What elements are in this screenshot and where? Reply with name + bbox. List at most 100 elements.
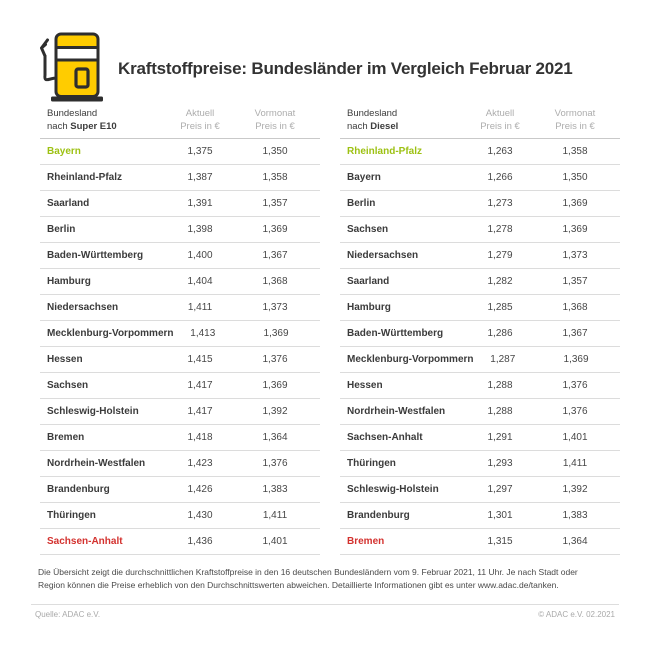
footer-divider [31, 604, 619, 605]
previous-price: 1,401 [562, 432, 588, 443]
state-name: Rheinland-Pfalz [47, 172, 123, 183]
current-price: 1,375 [187, 146, 213, 157]
current-price: 1,266 [487, 172, 513, 183]
state-name: Sachsen-Anhalt [47, 536, 123, 547]
table-row: Hamburg 1,285 1,368 [340, 295, 620, 321]
previous-price: 1,369 [563, 354, 589, 365]
current-price: 1,387 [187, 172, 213, 183]
copyright-label: © ADAC e.V. 02.2021 [538, 610, 615, 619]
previous-price: 1,368 [562, 302, 588, 313]
previous-price: 1,358 [562, 146, 588, 157]
previous-price: 1,373 [262, 302, 288, 313]
table-row: Thüringen 1,430 1,411 [40, 503, 320, 529]
source-label: Quelle: ADAC e.V. [35, 610, 101, 619]
header: Kraftstoffpreise: Bundesländer im Vergle… [40, 32, 573, 105]
previous-price: 1,411 [562, 458, 588, 469]
table-row: Baden-Württemberg 1,286 1,367 [340, 321, 620, 347]
table-row: Bremen 1,418 1,364 [40, 425, 320, 451]
table-row: Sachsen 1,278 1,369 [340, 217, 620, 243]
footnote-text: Die Übersicht zeigt die durchschnittlich… [38, 567, 578, 590]
current-price: 1,430 [187, 510, 213, 521]
table-body: Bayern 1,375 1,350 Rheinland-Pfalz 1,387 1,35… [40, 139, 320, 555]
table-row: Berlin 1,398 1,369 [40, 217, 320, 243]
fuel-type-label: Diesel [370, 120, 399, 132]
column-header-previous: Vormonat Preis in € [254, 108, 296, 132]
previous-price: 1,364 [262, 432, 288, 443]
table-row: Brandenburg 1,426 1,383 [40, 477, 320, 503]
column-header-state: Bundesland nach Super E10 [47, 108, 117, 132]
previous-price: 1,350 [262, 146, 288, 157]
previous-price: 1,369 [263, 328, 289, 339]
state-name: Thüringen [47, 510, 96, 521]
table-row: Baden-Württemberg 1,400 1,367 [40, 243, 320, 269]
current-price: 1,404 [187, 276, 213, 287]
table-row: Bayern 1,375 1,350 [40, 139, 320, 165]
current-price: 1,287 [490, 354, 516, 365]
previous-price: 1,369 [562, 224, 588, 235]
current-price: 1,288 [487, 406, 513, 417]
state-name: Bayern [47, 146, 81, 157]
previous-price: 1,369 [562, 198, 588, 209]
current-price: 1,273 [487, 198, 513, 209]
table-row: Nordrhein-Westfalen 1,423 1,376 [40, 451, 320, 477]
current-price: 1,436 [187, 536, 213, 547]
previous-price: 1,376 [262, 354, 288, 365]
state-name: Niedersachsen [347, 250, 419, 261]
table-row: Berlin 1,273 1,369 [340, 191, 620, 217]
state-name: Baden-Württemberg [347, 328, 444, 339]
current-price: 1,426 [187, 484, 213, 495]
page-title: Kraftstoffpreise: Bundesländer im Vergle… [118, 58, 573, 78]
table-row: Niedersachsen 1,411 1,373 [40, 295, 320, 321]
table-row: Bremen 1,315 1,364 [340, 529, 620, 555]
current-price: 1,301 [487, 510, 513, 521]
current-price: 1,400 [187, 250, 213, 261]
current-price: 1,411 [187, 302, 213, 313]
previous-price: 1,392 [262, 406, 288, 417]
previous-price: 1,367 [262, 250, 288, 261]
previous-price: 1,350 [562, 172, 588, 183]
footer: Quelle: ADAC e.V. © ADAC e.V. 02.2021 [35, 610, 615, 619]
state-name: Brandenburg [347, 510, 410, 521]
state-name: Schleswig-Holstein [347, 484, 439, 495]
state-name: Rheinland-Pfalz [347, 146, 423, 157]
previous-price: 1,376 [262, 458, 288, 469]
fuel-type-label: Super E10 [70, 120, 117, 132]
table-row: Hessen 1,288 1,376 [340, 373, 620, 399]
state-name: Bayern [347, 172, 381, 183]
state-name: Saarland [347, 276, 390, 287]
table-row: Brandenburg 1,301 1,383 [340, 503, 620, 529]
table-diesel: Bundesland nach Diesel Aktuell Preis in … [340, 108, 620, 555]
previous-price: 1,383 [562, 510, 588, 521]
previous-price: 1,364 [562, 536, 588, 547]
state-name: Baden-Württemberg [47, 250, 144, 261]
table-row: Saarland 1,391 1,357 [40, 191, 320, 217]
current-price: 1,417 [187, 406, 213, 417]
state-name: Sachsen [347, 224, 389, 235]
state-name: Mecklenburg-Vorpommern [47, 328, 174, 339]
state-name: Thüringen [347, 458, 396, 469]
state-name: Hessen [47, 354, 83, 365]
current-price: 1,286 [487, 328, 513, 339]
previous-price: 1,411 [262, 510, 288, 521]
table-row: Mecklenburg-Vorpommern 1,413 1,369 [40, 321, 320, 347]
table-row: Rheinland-Pfalz 1,387 1,358 [40, 165, 320, 191]
current-price: 1,418 [187, 432, 213, 443]
current-price: 1,285 [487, 302, 513, 313]
state-name: Hamburg [347, 302, 391, 313]
table-row: Nordrhein-Westfalen 1,288 1,376 [340, 399, 620, 425]
table-row: Sachsen 1,417 1,369 [40, 373, 320, 399]
previous-price: 1,368 [262, 276, 288, 287]
previous-price: 1,358 [262, 172, 288, 183]
current-price: 1,415 [187, 354, 213, 365]
previous-price: 1,392 [562, 484, 588, 495]
table-row: Hamburg 1,404 1,368 [40, 269, 320, 295]
state-name: Nordrhein-Westfalen [47, 458, 146, 469]
previous-price: 1,373 [562, 250, 588, 261]
current-price: 1,417 [187, 380, 213, 391]
table-row: Schleswig-Holstein 1,417 1,392 [40, 399, 320, 425]
current-price: 1,293 [487, 458, 513, 469]
table-row: Hessen 1,415 1,376 [40, 347, 320, 373]
column-header-previous: Vormonat Preis in € [554, 108, 596, 132]
state-name: Saarland [47, 198, 90, 209]
